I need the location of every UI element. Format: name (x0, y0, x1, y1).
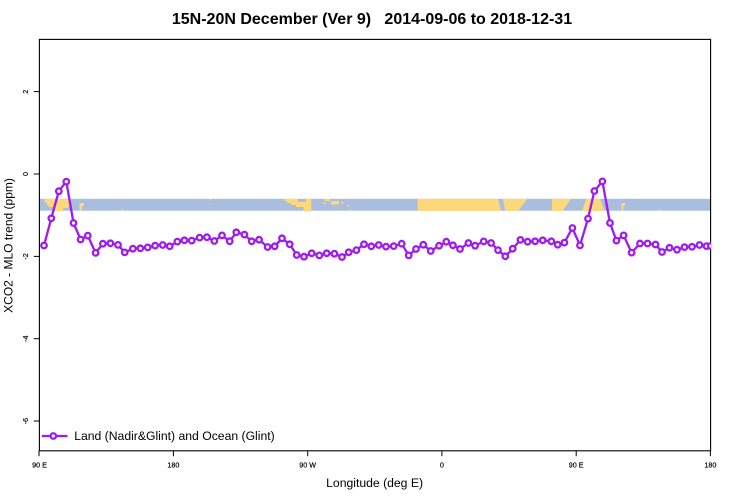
svg-text:Land (Nadir&Glint) and Ocean (: Land (Nadir&Glint) and Ocean (Glint) (74, 429, 275, 443)
svg-text:-4: -4 (21, 335, 30, 341)
svg-text:15N-20N December (Ver 9) 201: 15N-20N December (Ver 9) 2014-09-06 to 2… (172, 11, 572, 28)
svg-text:XCO2 - MLO trend (ppm): XCO2 - MLO trend (ppm) (2, 178, 16, 313)
svg-text:0: 0 (21, 172, 30, 176)
svg-text:2: 2 (21, 90, 30, 94)
svg-text:90 E: 90 E (569, 461, 584, 470)
svg-text:-6: -6 (21, 418, 30, 424)
svg-text:0: 0 (440, 461, 444, 470)
svg-text:90 E: 90 E (32, 461, 47, 470)
svg-text:-2: -2 (21, 253, 30, 259)
svg-text:Longitude (deg E): Longitude (deg E) (326, 476, 423, 490)
svg-text:180: 180 (167, 461, 179, 470)
svg-text:180: 180 (704, 461, 716, 470)
svg-text:90 W: 90 W (299, 461, 316, 470)
